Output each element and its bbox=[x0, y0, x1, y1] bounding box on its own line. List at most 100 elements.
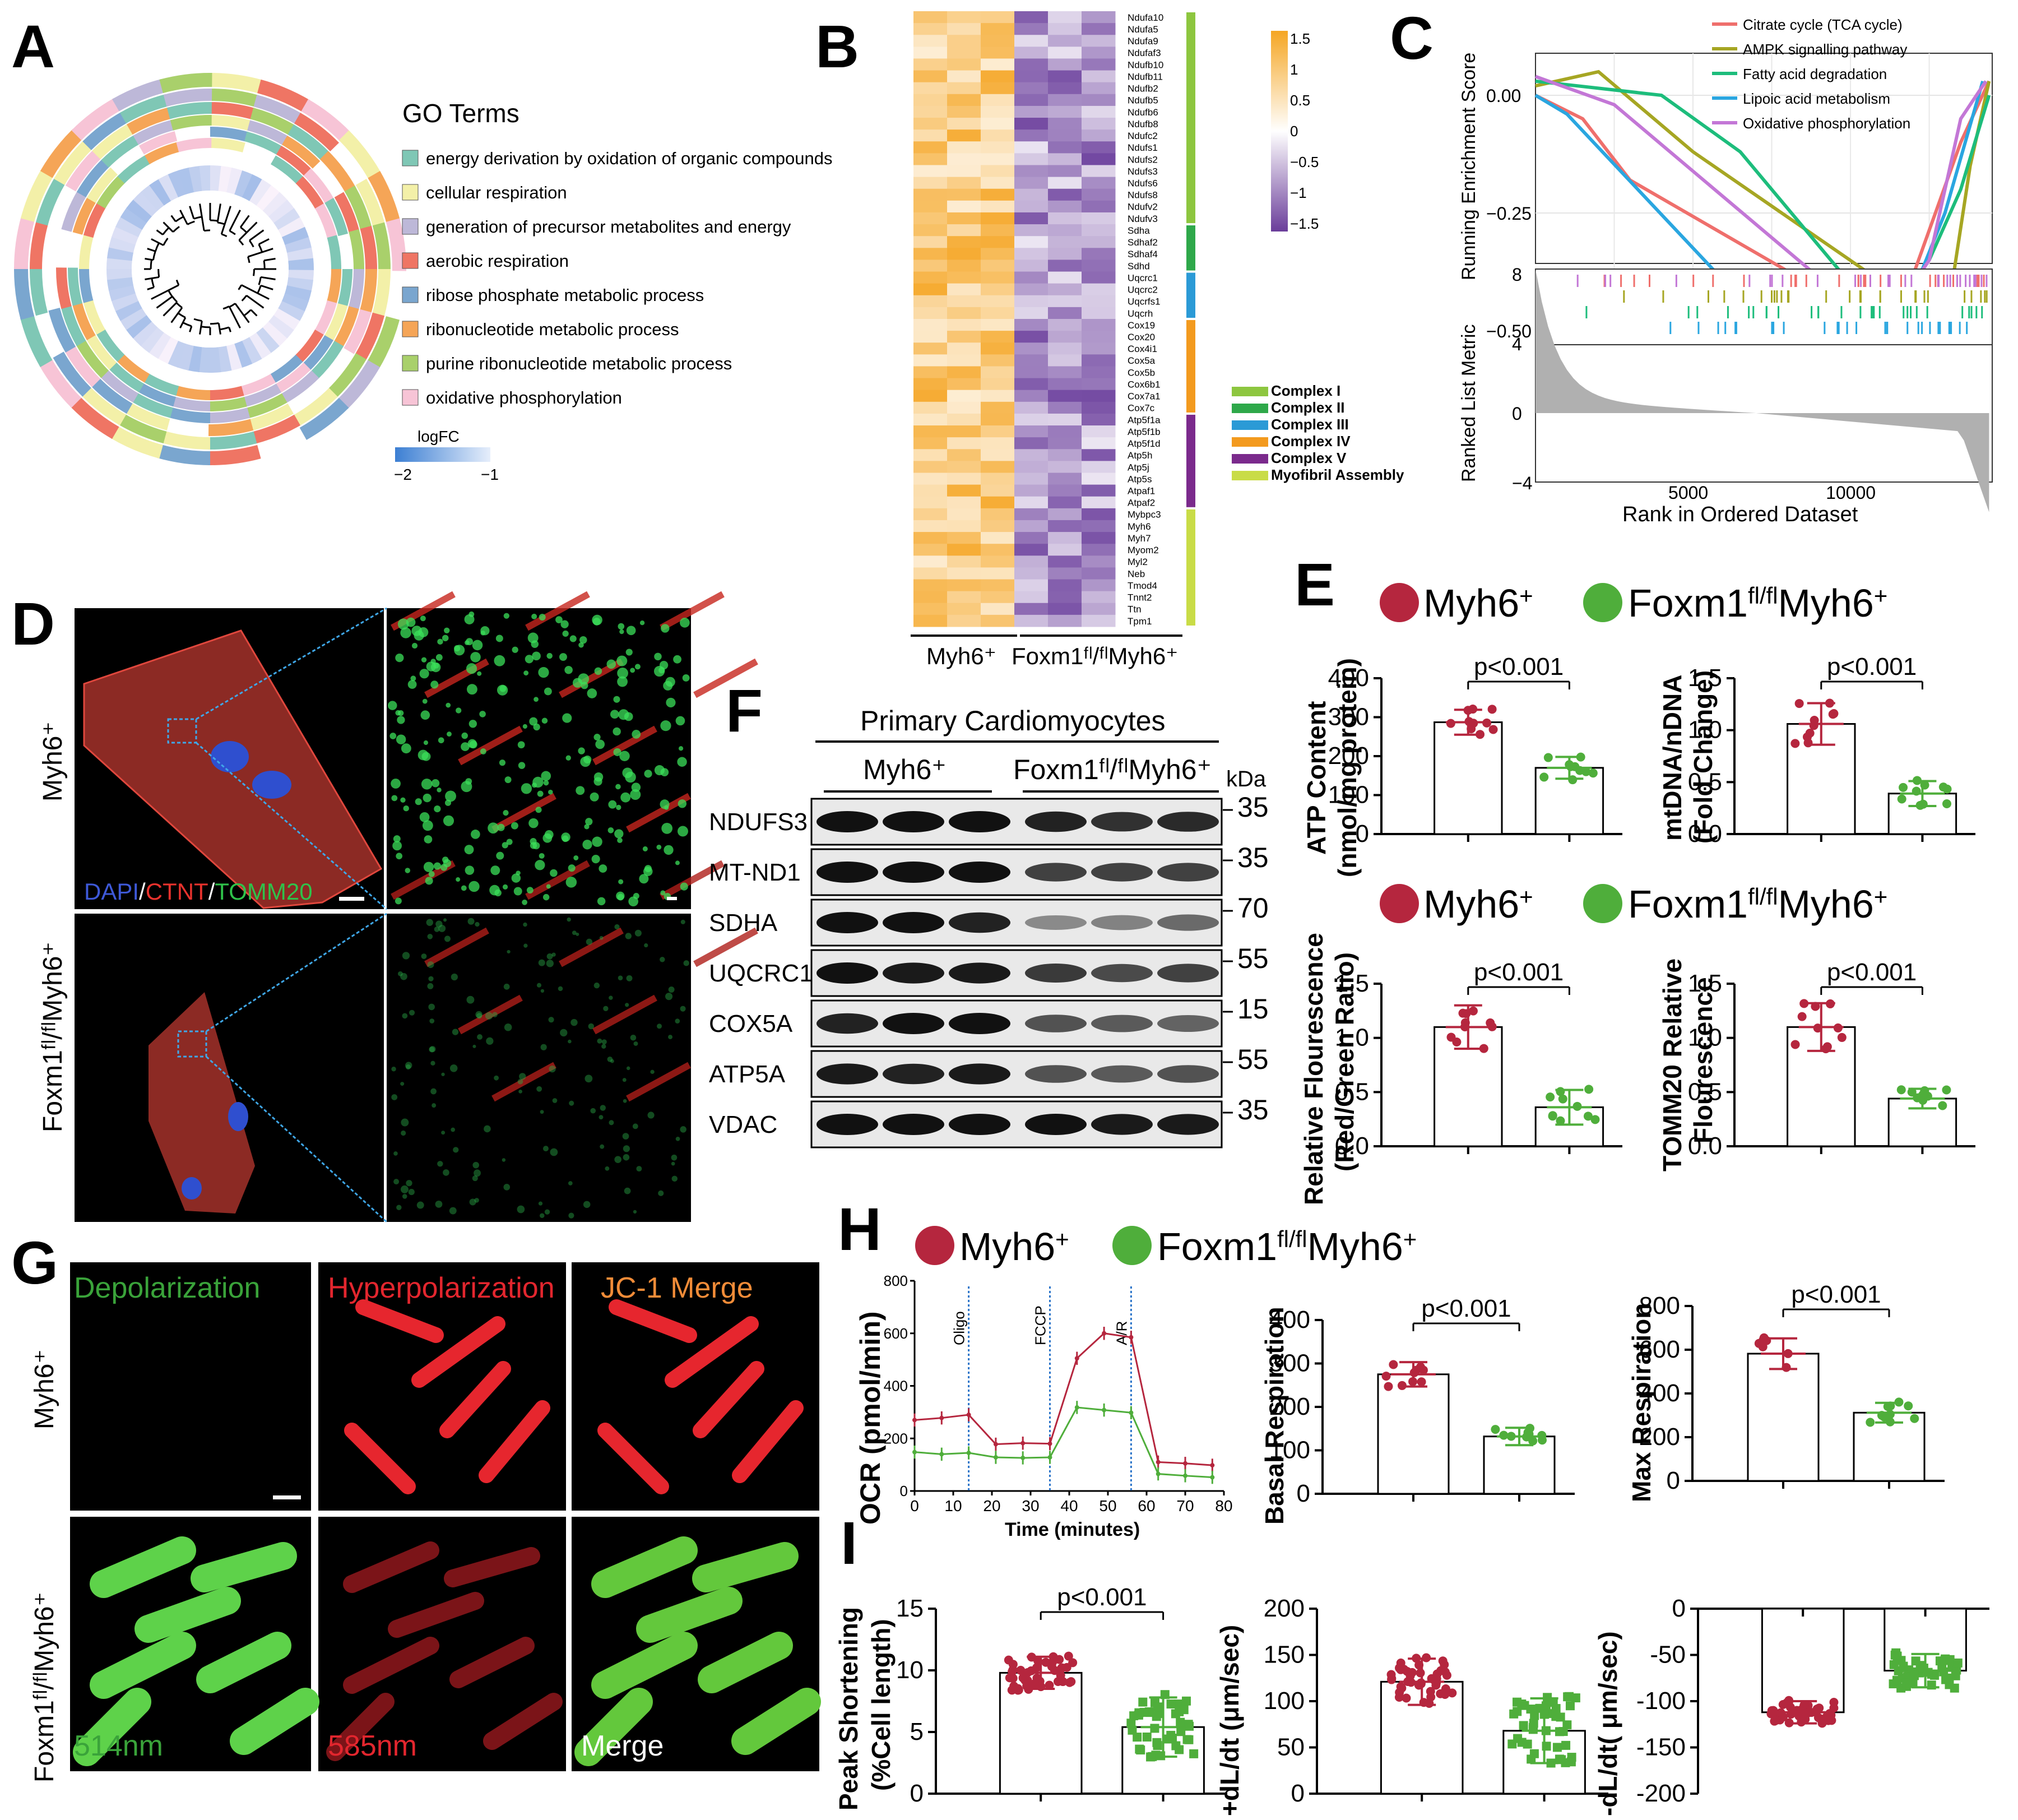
gene-label: Uqcrc2 bbox=[1128, 285, 1158, 295]
heat-cell bbox=[981, 212, 1015, 225]
heat-cell bbox=[1014, 236, 1049, 248]
mito-puncta bbox=[542, 893, 550, 901]
mito-puncta bbox=[445, 790, 457, 802]
heat-cell bbox=[1082, 473, 1116, 485]
data-point bbox=[1408, 1377, 1418, 1386]
heat-cell bbox=[913, 224, 948, 237]
mito-puncta-sparse bbox=[622, 1133, 629, 1140]
panel-label-e: E bbox=[1295, 550, 1335, 618]
legend2-myh6-name: Myh6 bbox=[1423, 882, 1519, 926]
ocr-point bbox=[1074, 1405, 1079, 1410]
mito-puncta-sparse bbox=[625, 1003, 629, 1007]
logfc-segment bbox=[111, 292, 139, 312]
logfc-segment bbox=[273, 308, 300, 331]
cell-dim-red bbox=[483, 1693, 563, 1750]
heat-cell bbox=[1082, 260, 1116, 272]
data-point bbox=[1507, 1739, 1517, 1749]
go-ring-segment bbox=[56, 267, 72, 309]
h-legend-foxm1-fl: fl/fl bbox=[1277, 1226, 1307, 1252]
mito-puncta-sparse bbox=[469, 1198, 476, 1206]
gene-label: Ndufb2 bbox=[1128, 84, 1158, 94]
heat-cell bbox=[1048, 413, 1082, 426]
zoom-sarcomere bbox=[660, 591, 725, 631]
heat-cell bbox=[913, 425, 948, 438]
gsea-xtick: 10000 bbox=[1826, 483, 1876, 503]
logfc-segment bbox=[126, 314, 152, 339]
panel-label-d: D bbox=[11, 590, 55, 657]
heat-cell bbox=[947, 378, 981, 391]
logfc-segment bbox=[133, 191, 159, 217]
h-legend-foxm1-sup: + bbox=[1403, 1226, 1417, 1252]
mito-puncta bbox=[639, 874, 649, 884]
mito-puncta bbox=[410, 675, 416, 682]
mito-puncta bbox=[592, 836, 602, 847]
mito-puncta-sparse bbox=[472, 1161, 480, 1169]
legend-myh6-name: Myh6 bbox=[1423, 581, 1519, 625]
heat-cell bbox=[1082, 58, 1116, 71]
heat-cell bbox=[947, 188, 981, 201]
mito-puncta bbox=[438, 737, 444, 744]
y-tick-label: -150 bbox=[1636, 1734, 1686, 1761]
mito-puncta-sparse bbox=[467, 918, 475, 925]
heat-cell bbox=[981, 449, 1015, 461]
logfc-segment bbox=[209, 347, 221, 373]
mito-puncta bbox=[562, 835, 569, 842]
go-ring-segment bbox=[208, 396, 247, 411]
mito-puncta bbox=[440, 864, 448, 871]
bar-myh6 bbox=[1434, 721, 1503, 835]
go-term-label: aerobic respiration bbox=[426, 251, 569, 271]
go-ring-segment bbox=[83, 202, 106, 238]
mito-puncta bbox=[397, 618, 409, 630]
heat-cell bbox=[981, 129, 1015, 142]
heat-cell bbox=[1048, 555, 1082, 568]
ocr-point bbox=[1210, 1463, 1215, 1468]
mito-puncta-sparse bbox=[402, 1194, 407, 1199]
logfc-segment bbox=[188, 165, 203, 193]
injection-label: Oligo bbox=[951, 1311, 968, 1345]
heat-cell bbox=[981, 271, 1015, 284]
mito-puncta-sparse bbox=[546, 960, 554, 967]
blot-band bbox=[1157, 1065, 1219, 1083]
heat-cell bbox=[981, 319, 1015, 331]
y-tick-label: 1.5 bbox=[1688, 664, 1722, 692]
mito-puncta-sparse bbox=[632, 1123, 638, 1129]
panel-label-h: H bbox=[838, 1195, 882, 1263]
mito-puncta bbox=[503, 613, 509, 619]
data-point bbox=[1417, 1377, 1426, 1387]
legend-foxm1-name: Foxm1 bbox=[1628, 581, 1748, 625]
mito-puncta-sparse bbox=[548, 1017, 554, 1023]
data-point bbox=[1135, 1744, 1144, 1754]
data-point bbox=[1027, 1652, 1036, 1662]
y-tick-label: 100 bbox=[1264, 1687, 1305, 1715]
heat-cell bbox=[981, 165, 1015, 178]
heat-cell bbox=[1014, 520, 1049, 532]
mito-puncta bbox=[465, 778, 472, 785]
scale-bar bbox=[339, 897, 364, 901]
data-point bbox=[1442, 1670, 1451, 1680]
mito-puncta-sparse bbox=[401, 1118, 409, 1127]
heat-cell bbox=[1048, 532, 1082, 544]
heat-cell bbox=[981, 354, 1015, 367]
heat-cell bbox=[913, 591, 948, 604]
data-point bbox=[1166, 1699, 1176, 1709]
go-ring-segment bbox=[252, 414, 300, 444]
data-point bbox=[1438, 1656, 1448, 1666]
heat-cell bbox=[981, 177, 1015, 189]
go-ring-segment bbox=[120, 94, 169, 124]
data-point bbox=[1942, 1085, 1951, 1095]
heat-cell bbox=[981, 105, 1015, 118]
heat-scale-tick: 0.5 bbox=[1290, 92, 1310, 109]
data-point bbox=[1517, 1699, 1527, 1708]
mito-puncta-sparse bbox=[504, 1023, 512, 1031]
mito-puncta bbox=[430, 662, 441, 673]
cell-dim-red bbox=[388, 1592, 484, 1638]
go-ring-segment bbox=[48, 308, 76, 353]
data-point bbox=[1805, 728, 1815, 738]
heat-cell bbox=[913, 473, 948, 485]
mito-puncta bbox=[420, 615, 426, 622]
zoom-sarcomere bbox=[491, 793, 556, 833]
heat-cell bbox=[1048, 342, 1082, 355]
mito-puncta bbox=[622, 767, 633, 779]
heat-cell bbox=[1048, 473, 1082, 485]
mito-puncta bbox=[619, 751, 630, 761]
